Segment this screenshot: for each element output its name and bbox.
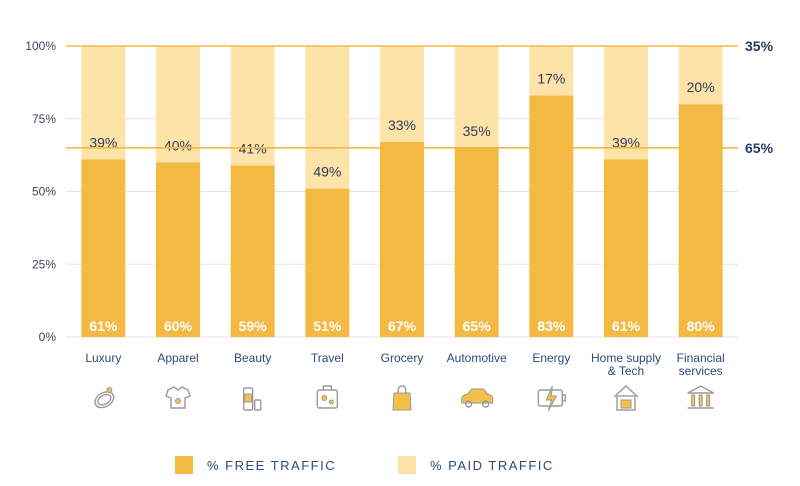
luggage-icon <box>316 385 339 409</box>
bar-paid-traffic <box>454 46 499 148</box>
bar-free-traffic <box>604 159 648 337</box>
category-label: Luxury <box>85 351 121 365</box>
bar-paid-traffic <box>604 46 648 160</box>
data-label-free: 61% <box>89 318 118 334</box>
legend-label-free: % FREE TRAFFIC <box>207 457 337 473</box>
bar-free-traffic <box>156 162 200 337</box>
bar-free-traffic <box>230 165 275 337</box>
y-tick-label: 75% <box>32 112 56 126</box>
data-label-free: 61% <box>612 318 641 334</box>
data-label-paid: 39% <box>612 134 640 150</box>
data-label-paid: 17% <box>537 70 565 86</box>
ring-icon <box>94 387 115 409</box>
data-label-paid: 20% <box>687 79 715 95</box>
category-label: & Tech <box>608 364 644 378</box>
stacked-bar-chart: 0%25%50%75%100%61%39%60%40%59%41%51%49%6… <box>25 38 774 412</box>
clothes-icon <box>165 386 191 409</box>
data-label-paid: 49% <box>313 164 341 180</box>
data-label-free: 67% <box>388 318 417 334</box>
category-label: Financial <box>677 351 725 365</box>
category-label: Home supply <box>591 351 661 365</box>
bank-icon <box>687 385 714 409</box>
y-tick-label: 100% <box>25 39 56 53</box>
data-label-free: 65% <box>463 318 492 334</box>
category-label: Beauty <box>234 351 271 365</box>
y-tick-label: 0% <box>39 330 57 344</box>
data-label-paid: 33% <box>388 117 416 133</box>
bar-paid-traffic <box>81 46 126 160</box>
car-icon <box>461 388 494 408</box>
data-label-free: 51% <box>313 318 342 334</box>
bar-paid-traffic <box>156 46 200 163</box>
y-tick-label: 50% <box>32 185 56 199</box>
category-label: Travel <box>311 351 344 365</box>
bar-free-traffic <box>678 104 723 337</box>
data-label-free: 59% <box>239 318 268 334</box>
data-label-paid: 35% <box>463 123 491 139</box>
data-label-free: 60% <box>164 318 193 334</box>
bar-free-traffic <box>529 95 574 337</box>
y-tick-label: 25% <box>32 257 56 271</box>
data-label-paid: 40% <box>164 137 192 153</box>
bar-free-traffic <box>81 159 126 337</box>
cosmetics-icon <box>242 387 262 411</box>
category-label: Apparel <box>157 351 198 365</box>
house-icon <box>613 385 639 411</box>
shopping-bag-icon <box>392 385 412 411</box>
legend-item-free: % FREE TRAFFIC <box>175 456 336 474</box>
bar-paid-traffic <box>380 46 424 143</box>
legend-swatch-paid <box>398 456 416 474</box>
legend: % FREE TRAFFIC % PAID TRAFFIC <box>0 456 800 480</box>
bar-free-traffic <box>305 188 350 337</box>
data-label-free: 83% <box>537 318 566 334</box>
reference-line-label: 65% <box>745 140 774 156</box>
bar-free-traffic <box>454 147 499 337</box>
bar-paid-traffic <box>529 46 574 96</box>
data-label-free: 80% <box>687 318 716 334</box>
legend-item-paid: % PAID TRAFFIC <box>398 456 554 474</box>
category-label: services <box>679 364 723 378</box>
category-label: Automotive <box>447 351 507 365</box>
category-label: Grocery <box>381 351 424 365</box>
bar-paid-traffic <box>230 46 275 166</box>
reference-line-label: 35% <box>745 38 774 54</box>
legend-swatch-free <box>175 456 193 474</box>
category-label: Energy <box>532 351 570 365</box>
data-label-paid: 39% <box>89 134 117 150</box>
bar-free-traffic <box>380 142 424 337</box>
bar-paid-traffic <box>305 46 350 189</box>
bar-paid-traffic <box>678 46 723 105</box>
legend-label-paid: % PAID TRAFFIC <box>430 457 554 473</box>
battery-icon <box>537 385 567 412</box>
